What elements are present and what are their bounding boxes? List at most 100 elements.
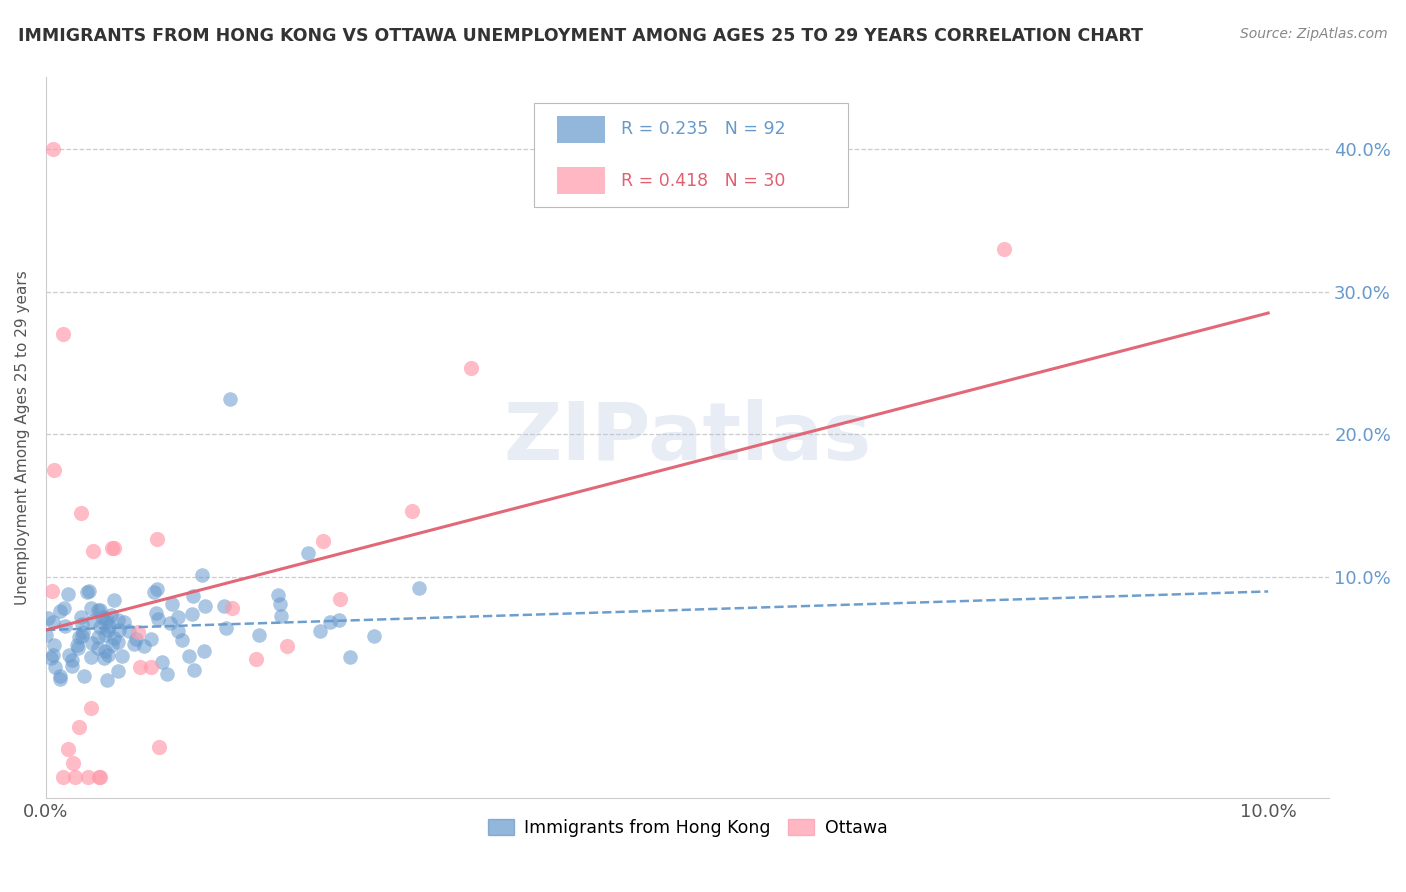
Immigrants from Hong Kong [49,669,72,683]
Immigrants from Hong Kong [266,588,288,602]
Immigrants from Hong Kong [194,599,217,613]
Immigrants from Hong Kong [79,601,101,615]
Immigrants from Hong Kong [107,664,129,678]
Immigrants from Hong Kong [82,614,104,628]
Ottawa [89,770,111,784]
Immigrants from Hong Kong [122,638,145,652]
Immigrants from Hong Kong [193,643,215,657]
Immigrants from Hong Kong [145,607,167,621]
Immigrants from Hong Kong [39,651,62,665]
Text: Source: ZipAtlas.com: Source: ZipAtlas.com [1240,27,1388,41]
Immigrants from Hong Kong [219,392,242,406]
Immigrants from Hong Kong [328,613,350,627]
Ottawa [44,463,66,477]
Immigrants from Hong Kong [134,639,156,653]
Ottawa [67,720,90,734]
Immigrants from Hong Kong [160,597,183,611]
Ottawa [42,142,65,156]
Ottawa [69,506,91,520]
Immigrants from Hong Kong [146,582,169,596]
Immigrants from Hong Kong [97,648,120,662]
FancyBboxPatch shape [557,167,606,194]
Immigrants from Hong Kong [101,638,124,652]
Ottawa [41,583,63,598]
Immigrants from Hong Kong [94,643,117,657]
Ottawa [276,639,298,653]
Immigrants from Hong Kong [107,624,129,638]
Immigrants from Hong Kong [37,611,59,625]
Ottawa [103,541,125,555]
Immigrants from Hong Kong [339,650,361,665]
Immigrants from Hong Kong [73,669,96,683]
Immigrants from Hong Kong [35,628,58,642]
Immigrants from Hong Kong [103,592,125,607]
Immigrants from Hong Kong [65,638,87,652]
Immigrants from Hong Kong [66,641,89,656]
Immigrants from Hong Kong [170,633,193,648]
Ottawa [127,624,149,639]
Immigrants from Hong Kong [80,650,103,665]
Immigrants from Hong Kong [76,585,98,599]
Immigrants from Hong Kong [159,616,181,631]
Immigrants from Hong Kong [125,632,148,647]
Immigrants from Hong Kong [177,649,200,664]
Ottawa [245,652,267,666]
Ottawa [77,770,100,784]
Immigrants from Hong Kong [112,615,135,630]
Y-axis label: Unemployment Among Ages 25 to 29 years: Unemployment Among Ages 25 to 29 years [15,270,30,606]
FancyBboxPatch shape [557,116,606,143]
Immigrants from Hong Kong [87,641,110,656]
Immigrants from Hong Kong [107,635,129,649]
Ottawa [52,327,75,342]
Ottawa [460,360,482,375]
Ottawa [80,700,103,714]
Immigrants from Hong Kong [70,616,93,631]
Immigrants from Hong Kong [156,667,179,681]
Immigrants from Hong Kong [70,629,93,643]
Ottawa [312,533,335,548]
Immigrants from Hong Kong [87,602,110,616]
Immigrants from Hong Kong [97,623,120,637]
Ottawa [89,770,111,784]
Ottawa [145,533,167,547]
Ottawa [58,741,80,756]
Ottawa [82,543,104,558]
Text: IMMIGRANTS FROM HONG KONG VS OTTAWA UNEMPLOYMENT AMONG AGES 25 TO 29 YEARS CORRE: IMMIGRANTS FROM HONG KONG VS OTTAWA UNEM… [18,27,1143,45]
Text: R = 0.235   N = 92: R = 0.235 N = 92 [621,120,786,138]
Immigrants from Hong Kong [48,672,70,686]
Text: R = 0.418   N = 30: R = 0.418 N = 30 [621,171,786,189]
Ottawa [62,756,84,770]
Immigrants from Hong Kong [183,663,205,677]
Immigrants from Hong Kong [60,659,83,673]
Immigrants from Hong Kong [152,655,174,669]
Immigrants from Hong Kong [67,630,90,644]
Ottawa [139,660,162,674]
Immigrants from Hong Kong [42,648,65,662]
Immigrants from Hong Kong [167,609,190,624]
Immigrants from Hong Kong [103,631,125,645]
Immigrants from Hong Kong [269,598,291,612]
Immigrants from Hong Kong [55,619,77,633]
Ottawa [993,242,1015,256]
Immigrants from Hong Kong [98,619,121,633]
Immigrants from Hong Kong [52,600,75,615]
Immigrants from Hong Kong [297,546,319,560]
Immigrants from Hong Kong [190,568,212,582]
Immigrants from Hong Kong [91,610,114,624]
Immigrants from Hong Kong [318,615,340,630]
Immigrants from Hong Kong [181,589,204,603]
Immigrants from Hong Kong [70,610,93,624]
Immigrants from Hong Kong [94,628,117,642]
Immigrants from Hong Kong [60,653,83,667]
Immigrants from Hong Kong [215,621,238,635]
Immigrants from Hong Kong [143,585,166,599]
Immigrants from Hong Kong [42,638,65,652]
Immigrants from Hong Kong [41,615,63,630]
Immigrants from Hong Kong [139,632,162,646]
Immigrants from Hong Kong [93,651,115,665]
Immigrants from Hong Kong [167,624,190,638]
Legend: Immigrants from Hong Kong, Ottawa: Immigrants from Hong Kong, Ottawa [481,812,894,844]
Immigrants from Hong Kong [96,673,118,687]
Immigrants from Hong Kong [77,583,100,598]
Immigrants from Hong Kong [87,630,110,644]
